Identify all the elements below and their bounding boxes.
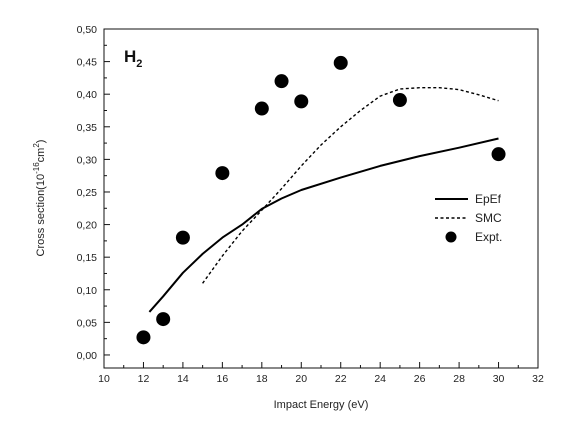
molecule-label: H2	[124, 47, 142, 70]
expt-point	[294, 94, 309, 109]
y-axis-label-part1: Cross section(10	[35, 174, 47, 257]
series-line-smc	[202, 87, 499, 284]
x-tick-label: 16	[217, 373, 229, 385]
expt-point	[254, 101, 269, 116]
legend: EpEf SMC Expt.	[435, 192, 502, 244]
x-axis-label: Impact Energy (eV)	[274, 399, 369, 411]
expt-point	[156, 312, 171, 327]
x-tick-label: 26	[414, 373, 426, 385]
x-tick-label: 30	[493, 373, 505, 385]
y-tick-label: 0,15	[77, 252, 98, 264]
molecule-label-main: H	[124, 47, 136, 66]
x-tick-label: 10	[98, 373, 110, 385]
x-tick-label: 12	[138, 373, 150, 385]
legend-label-smc: SMC	[475, 211, 502, 225]
y-tick-label: 0,10	[77, 285, 98, 297]
expt-markers	[136, 55, 506, 345]
series-layer	[148, 87, 499, 313]
legend-swatch-expt	[445, 231, 457, 243]
x-tick-label: 24	[374, 373, 386, 385]
expt-point	[491, 147, 506, 162]
x-tick-label: 32	[532, 373, 544, 385]
y-tick-label: 0,40	[77, 89, 98, 101]
expt-point	[136, 330, 151, 345]
y-axis-label: Cross section(10-16cm2)	[32, 140, 47, 257]
x-tick-label: 28	[453, 373, 465, 385]
expt-point	[333, 55, 348, 70]
legend-label-expt: Expt.	[475, 230, 502, 244]
expt-point	[175, 230, 190, 245]
y-axis-label-part3: )	[35, 140, 47, 144]
y-axis-label-sup2: 2	[32, 143, 41, 148]
y-tick-labels: 0,00 0,05 0,10 0,15 0,20 0,25 0,30 0,35 0,40 0,45…	[77, 24, 98, 362]
molecule-label-sub: 2	[136, 58, 142, 70]
series-line-epef	[148, 137, 499, 313]
y-tick-label: 0,25	[77, 187, 98, 199]
y-axis-label-sup1: -16	[32, 162, 41, 174]
x-tick-label: 14	[177, 373, 189, 385]
x-tick-label: 22	[335, 373, 347, 385]
y-axis-label-part2: cm	[35, 148, 47, 163]
y-tick-label: 0,00	[77, 350, 98, 362]
x-tick-label: 18	[256, 373, 268, 385]
y-tick-label: 0,45	[77, 57, 98, 69]
y-tick-label: 0,30	[77, 154, 98, 166]
x-tick-label: 20	[295, 373, 307, 385]
y-tick-label: 0,05	[77, 317, 98, 329]
axis-ticks	[103, 28, 539, 368]
x-tick-labels: 10 12 14 16 18 20 22 24 26 28 30 32	[98, 373, 544, 385]
y-tick-label: 0,35	[77, 122, 98, 134]
expt-point	[392, 93, 407, 108]
legend-label-epef: EpEf	[475, 192, 502, 206]
expt-point	[215, 166, 230, 181]
y-tick-label: 0,20	[77, 220, 98, 232]
expt-point	[274, 74, 289, 89]
y-tick-label: 0,50	[77, 24, 98, 36]
